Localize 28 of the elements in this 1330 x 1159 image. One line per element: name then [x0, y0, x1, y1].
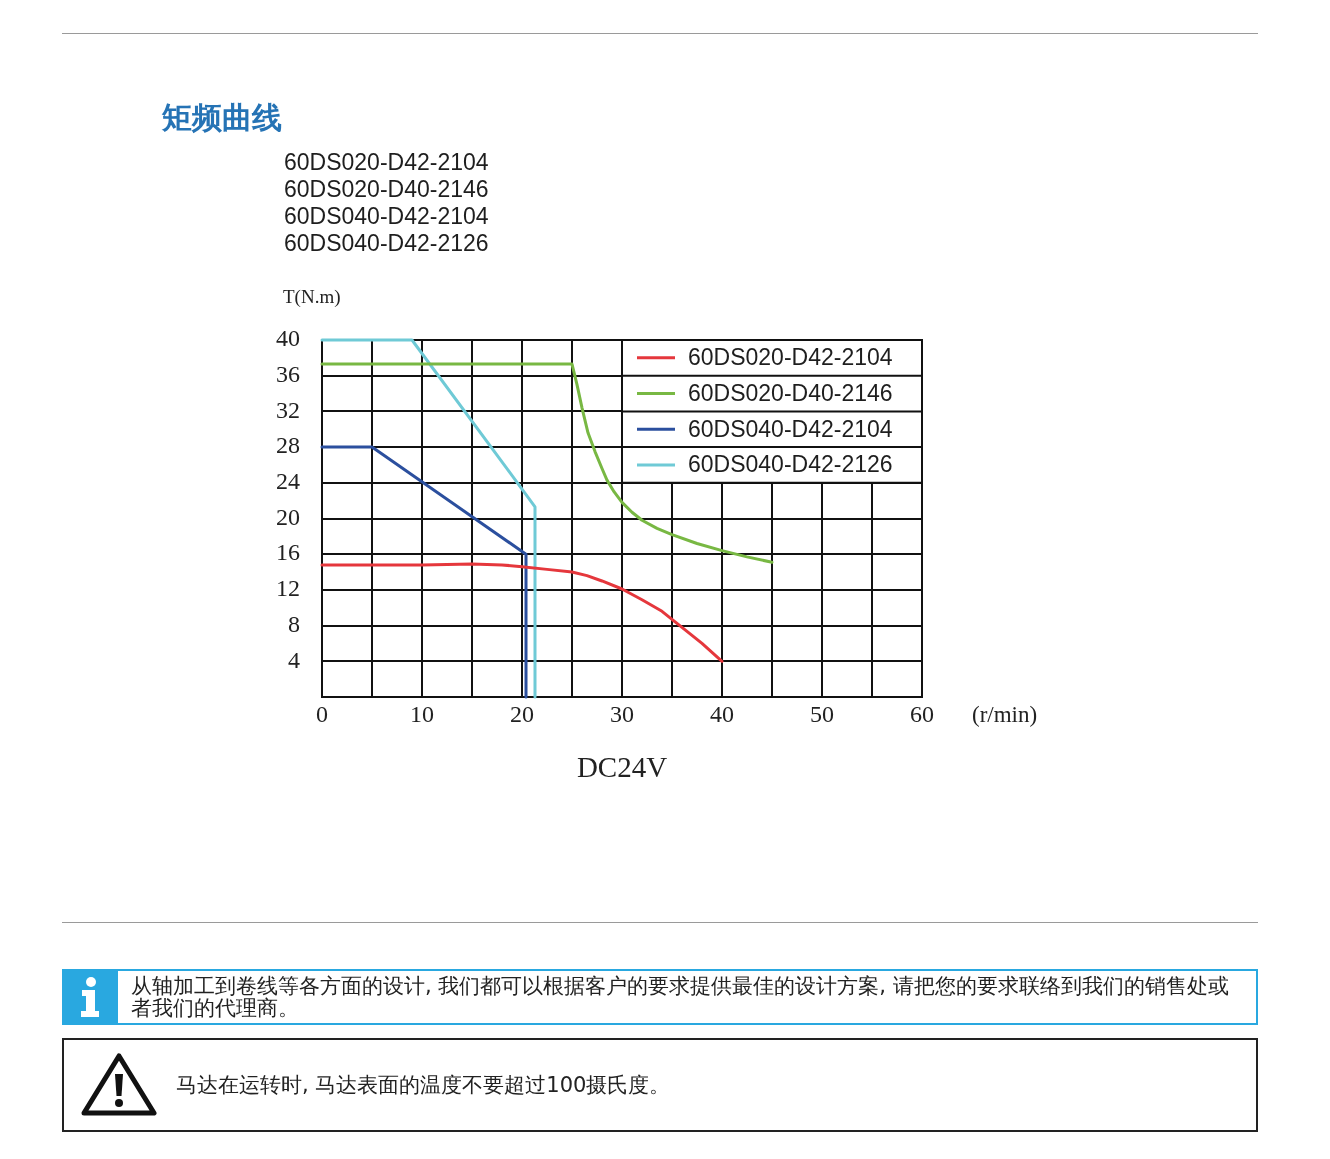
x-tick-label: 20 — [510, 700, 534, 727]
y-tick-label: 12 — [276, 575, 300, 602]
text: DC24V — [576, 750, 668, 784]
x-tick-label: 10 — [410, 700, 434, 727]
text: 从轴加工到卷线等各方面的设计, 我们都可以根据客户的要求提供最佳的设计方案, 请把您的要求联络到我们的销售处或者我们的代理商。 — [131, 974, 1230, 1020]
x-tick-label: 0 — [316, 700, 328, 727]
legend-label: 60DS040-D42-2104 — [688, 415, 893, 442]
y-tick-label: 24 — [276, 468, 300, 495]
x-tick-label: 30 — [610, 700, 634, 727]
y-tick-label: 4 — [288, 646, 300, 673]
y-tick-label: 8 — [288, 610, 300, 637]
y-tick-label: 36 — [276, 361, 300, 387]
x-tick-label: 60 — [910, 700, 934, 727]
text: 马达在运转时, 马达表面的温度不要超过100摄氏度。 — [176, 1073, 671, 1097]
legend-label: 60DS020-D42-2104 — [688, 344, 893, 371]
y-tick-label: 32 — [276, 396, 300, 423]
x-tick-label: 50 — [810, 700, 834, 727]
legend-label: 60DS020-D40-2146 — [688, 379, 893, 406]
y-tick-label: 16 — [276, 539, 300, 566]
y-tick-label: 20 — [276, 503, 300, 530]
legend-label: 60DS040-D42-2126 — [688, 451, 893, 478]
chart-subtitle: 60DS020-D42-2104 60DS020-D40-2146 60DS040-D42-2104 60DS040-D42-2126 — [284, 149, 489, 257]
x-axis-title: (r/min) — [972, 701, 1038, 728]
y-axis-title: T(N.m) — [283, 286, 341, 308]
y-tick-label: 28 — [276, 432, 300, 459]
y-tick-label: 40 — [276, 325, 300, 352]
chart-title: 矩频曲线 — [162, 99, 282, 137]
x-tick-label: 40 — [710, 700, 734, 727]
